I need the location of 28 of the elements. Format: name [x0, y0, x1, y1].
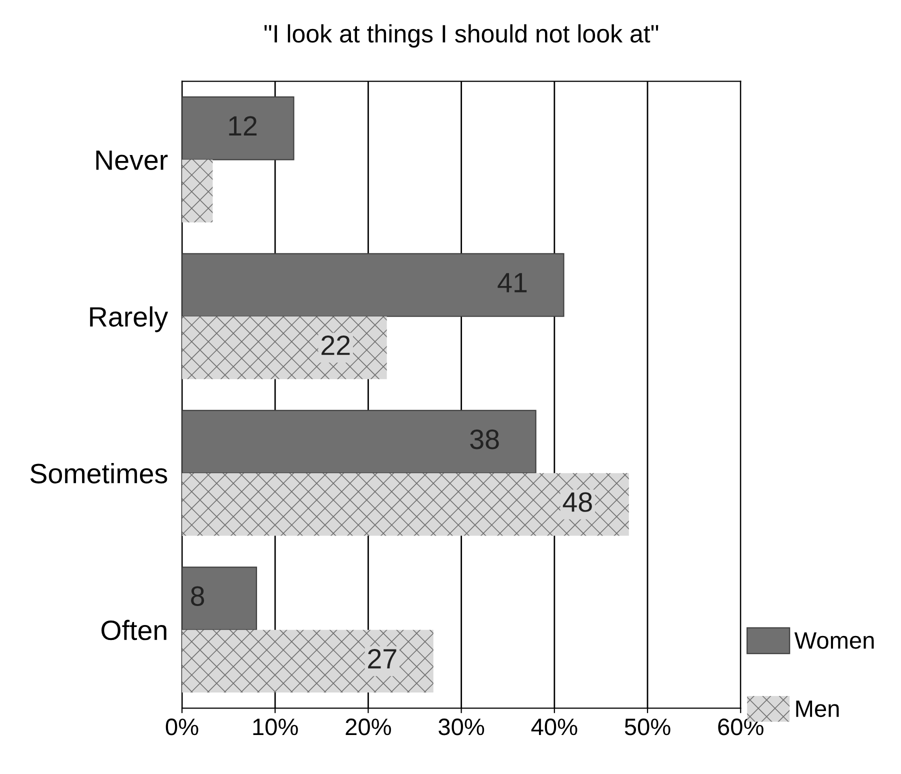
- x-tick-label: 60%: [718, 718, 764, 736]
- y-tick-label: Rarely: [90, 306, 168, 332]
- bar: [182, 410, 536, 474]
- chart-title: "I look at things I should not look at": [264, 24, 658, 48]
- data-label: 41: [498, 273, 527, 292]
- data-label: 27: [368, 648, 396, 668]
- legend-label: Women: [794, 632, 874, 649]
- x-tick-label: 20%: [346, 718, 391, 736]
- data-label: 22: [322, 336, 350, 355]
- x-tick-label: 50%: [624, 718, 670, 736]
- x-tick-label: 40%: [531, 718, 578, 736]
- x-tick-label: 10%: [253, 718, 298, 736]
- data-label: 48: [562, 492, 592, 512]
- y-tick-label: Never: [96, 150, 168, 170]
- data-label: 12: [229, 116, 257, 136]
- bar: [182, 160, 213, 222]
- x-tick-label: 0%: [166, 718, 198, 736]
- y-tick-label: Sometimes: [30, 463, 168, 484]
- bar: [182, 566, 258, 630]
- legend-label: Men: [796, 700, 839, 718]
- bar: [182, 473, 629, 536]
- y-tick-label: Often: [101, 620, 166, 640]
- data-label: 38: [470, 430, 499, 450]
- bar: [182, 253, 564, 317]
- bar: [182, 316, 387, 380]
- data-label: 8: [191, 586, 204, 606]
- bar: [182, 630, 434, 693]
- x-tick-label: 30%: [438, 718, 484, 736]
